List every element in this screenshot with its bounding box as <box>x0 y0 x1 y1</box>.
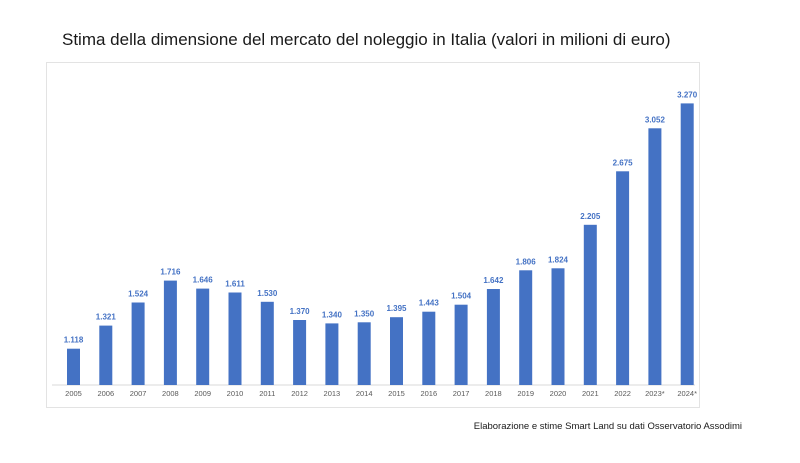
x-tick-label: 2024* <box>677 389 697 398</box>
bar-2020 <box>551 268 565 385</box>
bar-value-label: 1.530 <box>257 289 278 298</box>
bar-value-label: 2.205 <box>580 212 601 221</box>
bar-2018 <box>486 289 500 385</box>
bar-chart: 1.118 2005 1.321 2006 1.524 2007 1.716 2008 1.64… <box>52 90 698 398</box>
bar-2023* <box>648 128 662 386</box>
x-tick-label: 2022 <box>614 389 631 398</box>
x-tick-label: 2017 <box>453 389 470 398</box>
bar-value-label: 1.350 <box>354 309 375 318</box>
bar-value-label: 1.504 <box>451 292 472 301</box>
bar-value-label: 1.806 <box>516 257 537 266</box>
bar-value-label: 1.321 <box>96 313 117 322</box>
source-note: Elaborazione e stime Smart Land su dati … <box>473 421 742 432</box>
bar-value-label: 1.340 <box>322 310 343 319</box>
bar-2007 <box>131 302 145 385</box>
bar-2006 <box>99 325 113 385</box>
x-tick-label: 2010 <box>227 389 244 398</box>
bar-2014 <box>357 322 371 385</box>
bar-2009 <box>196 288 210 385</box>
bar-2019 <box>519 270 533 385</box>
bar-2016 <box>422 311 436 385</box>
bar-value-label: 1.611 <box>225 280 245 289</box>
bar-value-label: 1.824 <box>548 255 569 264</box>
x-tick-label: 2015 <box>388 389 405 398</box>
bar-value-label: 1.716 <box>160 268 181 277</box>
x-tick-label: 2012 <box>291 389 308 398</box>
bar-2011 <box>260 301 274 385</box>
x-tick-label: 2019 <box>517 389 534 398</box>
bar-value-label: 1.646 <box>193 276 214 285</box>
x-tick-label: 2021 <box>582 389 599 398</box>
bar-2005 <box>67 348 80 385</box>
bar-value-label: 1.118 <box>64 336 84 345</box>
bar-2010 <box>228 292 242 385</box>
bar-value-label: 1.642 <box>483 276 504 285</box>
bar-value-label: 1.395 <box>386 304 407 313</box>
bar-value-label: 1.443 <box>419 299 440 308</box>
x-tick-label: 2006 <box>97 389 114 398</box>
x-tick-label: 2009 <box>194 389 211 398</box>
x-tick-label: 2020 <box>550 389 567 398</box>
bar-value-label: 2.675 <box>613 158 634 167</box>
bar-value-label: 1.524 <box>128 290 149 299</box>
x-tick-label: 2007 <box>130 389 147 398</box>
chart-title: Stima della dimensione del mercato del n… <box>62 30 671 49</box>
bar-2017 <box>454 304 468 385</box>
bar-value-label: 3.270 <box>677 90 698 99</box>
x-tick-label: 2011 <box>259 389 275 398</box>
bar-value-label: 3.052 <box>645 115 666 124</box>
bar-2021 <box>583 224 597 385</box>
x-tick-label: 2014 <box>356 389 373 398</box>
bar-2013 <box>325 323 339 385</box>
chart-area: 1.118 2005 1.321 2006 1.524 2007 1.716 2008 1.64… <box>46 62 700 408</box>
bar-2022 <box>616 171 630 386</box>
bar-value-label: 1.370 <box>290 307 311 316</box>
x-tick-label: 2013 <box>324 389 341 398</box>
x-tick-label: 2018 <box>485 389 502 398</box>
bars-group: 1.118 2005 1.321 2006 1.524 2007 1.716 2008 1.64… <box>64 90 698 398</box>
bar-2008 <box>163 280 177 385</box>
x-tick-label: 2023* <box>645 389 665 398</box>
bar-2024* <box>680 103 694 386</box>
x-tick-label: 2008 <box>162 389 179 398</box>
x-tick-label: 2005 <box>65 389 82 398</box>
bar-2015 <box>390 317 403 385</box>
x-tick-label: 2016 <box>420 389 437 398</box>
bar-2012 <box>293 320 307 385</box>
